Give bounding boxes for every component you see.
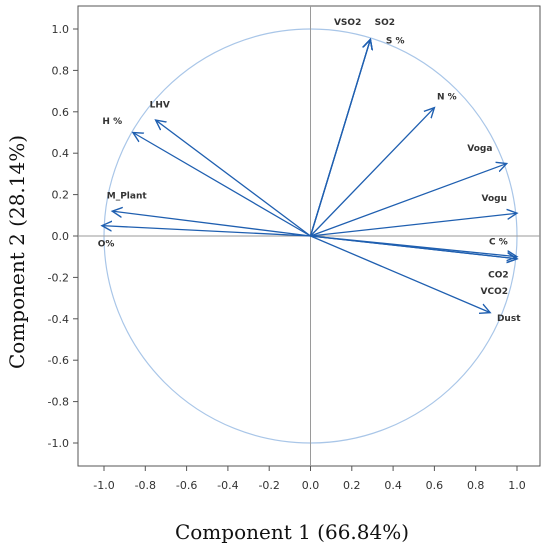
y-tick-label: 1.0 (52, 23, 70, 36)
x-tick-label: 0.6 (426, 479, 444, 492)
y-tick-label: -1.0 (48, 437, 69, 450)
x-tick-label: 0.2 (343, 479, 361, 492)
loading-label: LHV (150, 101, 170, 111)
loading-label: CO2 (488, 270, 509, 280)
loading-vector (310, 235, 491, 313)
plot-area: -1.0 -0.8 -0.6 -0.4 -0.2 0.0 0.2 0.4 0.6 0.8 1.0 1.… (48, 5, 541, 492)
x-tick-label: 0.0 (302, 479, 320, 492)
loading-label: M_Plant (107, 192, 148, 202)
loading-label: VCO2 (481, 287, 508, 297)
loading-vector (133, 133, 311, 237)
loading-label: VSO2 (334, 18, 361, 28)
loading-vector (112, 211, 311, 237)
loading-label: Dust (497, 314, 521, 324)
x-tick-label: -1.0 (93, 479, 114, 492)
loading-label: O% (98, 239, 115, 249)
y-axis-title: Component 2 (28.14%) (5, 135, 29, 369)
loading-vector (102, 226, 311, 237)
x-tick-label: 0.4 (384, 479, 402, 492)
loading-vector (309, 39, 371, 237)
loading-label: S % (386, 36, 405, 46)
loading-label: N % (437, 92, 457, 102)
loading-label: C % (489, 237, 508, 247)
loading-label: Voga (467, 144, 492, 154)
x-tick-label: -0.2 (258, 479, 279, 492)
loading-label: Vogu (482, 194, 508, 204)
loading-vector (310, 108, 435, 237)
y-tick-label: 0.0 (52, 230, 70, 243)
y-tick-label: 0.6 (52, 106, 70, 119)
loading-vector (310, 164, 507, 237)
y-tick-label: -0.8 (48, 396, 69, 409)
y-tick-label: -0.6 (48, 354, 69, 367)
x-tick-label: -0.8 (135, 479, 156, 492)
loading-label: H % (102, 117, 122, 127)
loading-vector (310, 213, 518, 237)
x-tick-label: 1.0 (508, 479, 526, 492)
x-tick-label: -0.6 (176, 479, 197, 492)
x-axis-title: Component 1 (66.84%) (175, 520, 409, 544)
x-tick-label: -0.4 (217, 479, 238, 492)
y-tick-label: 0.8 (52, 64, 70, 77)
loading-vector (156, 120, 311, 237)
loading-label: SO2 (375, 18, 395, 28)
y-tick-label: -0.4 (48, 313, 69, 326)
loading-vector (310, 235, 518, 259)
y-tick-label: 0.4 (52, 147, 70, 160)
y-tick-label: -0.2 (48, 271, 69, 284)
y-tick-label: 0.2 (52, 189, 70, 202)
x-tick-label: 0.8 (467, 479, 485, 492)
